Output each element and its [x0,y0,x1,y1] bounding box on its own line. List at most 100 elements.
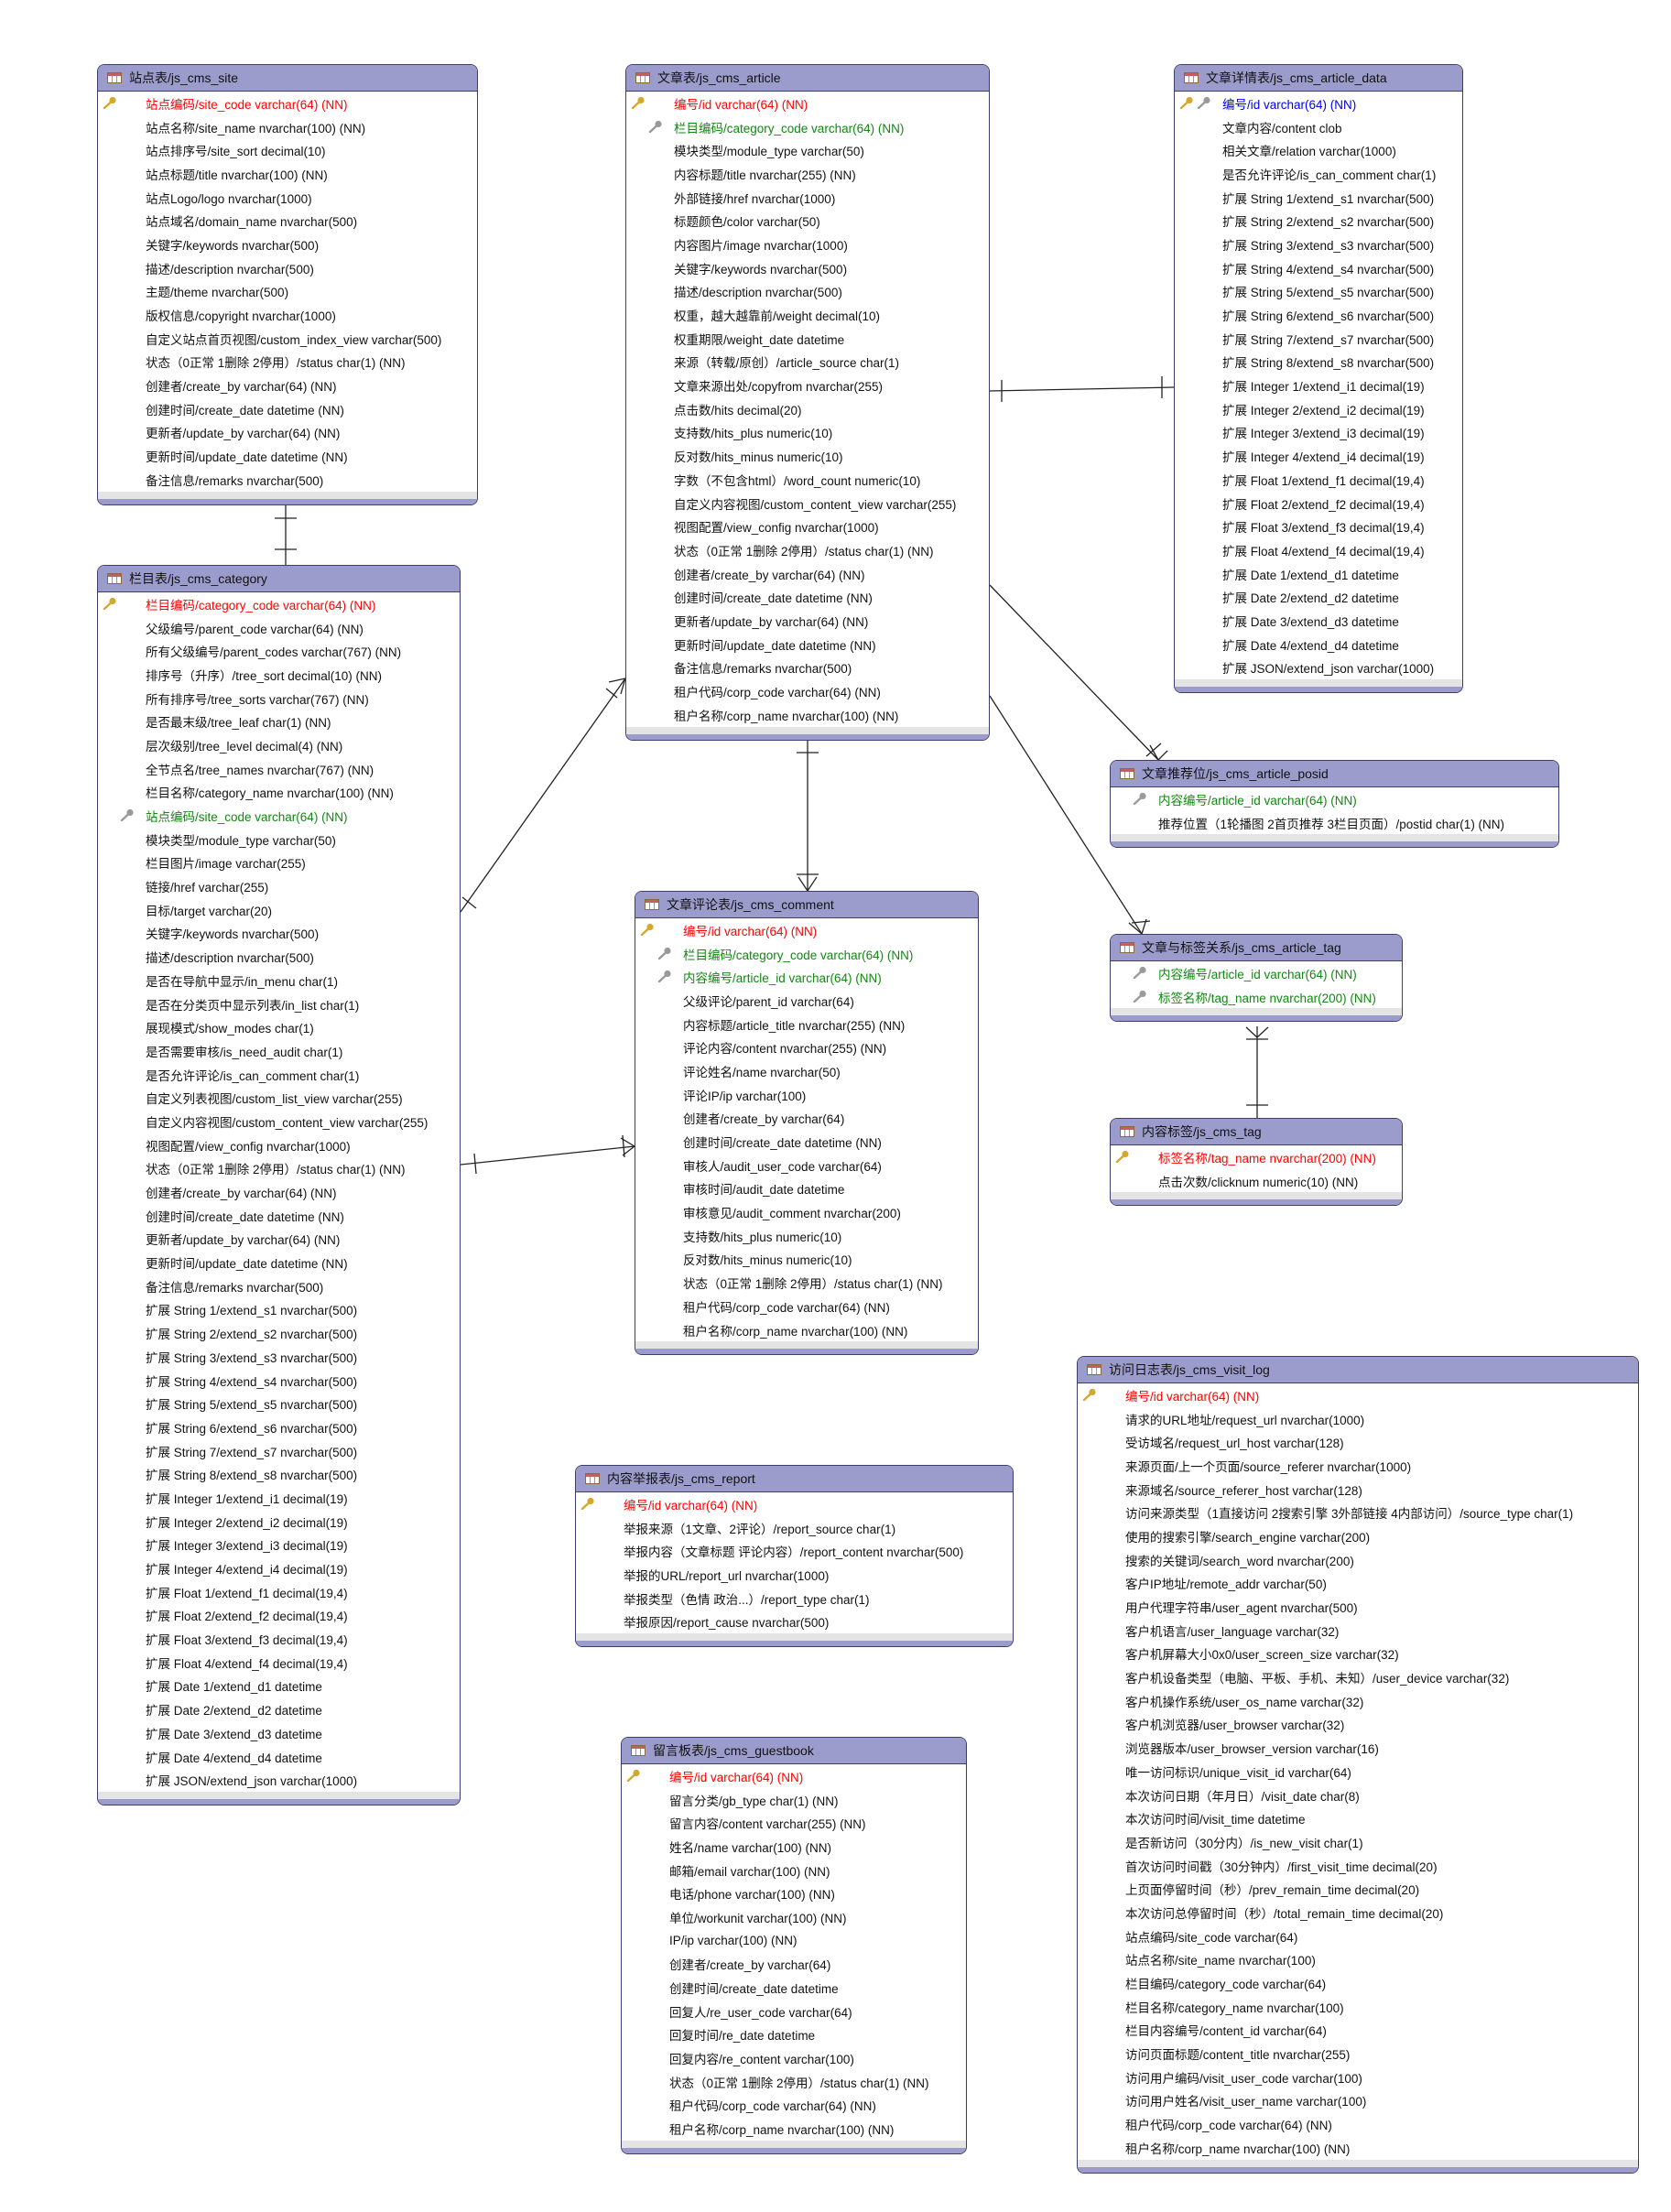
column-row[interactable]: 反对数/hits_minus numeric(10) [635,1248,978,1272]
table-header[interactable]: 内容标签/js_cms_tag [1111,1119,1402,1145]
column-row[interactable]: 唯一访问标识/unique_visit_id varchar(64) [1078,1760,1638,1784]
column-row[interactable]: 客户机语言/user_language varchar(32) [1078,1619,1638,1643]
column-row[interactable]: 创建者/create_by varchar(64) [622,1953,966,1977]
column-row[interactable]: 本次访问时间/visit_time datetime [1078,1806,1638,1830]
column-row[interactable]: 是否在导航中显示/in_menu char(1) [98,969,460,992]
column-row[interactable]: 站点名称/site_name nvarchar(100) [1078,1948,1638,1972]
column-row[interactable]: 栏目编码/category_code varchar(64) (NN) [635,942,978,966]
column-row[interactable]: 自定义站点首页视图/custom_index_view varchar(500) [98,327,477,351]
column-row[interactable]: 租户名称/corp_name nvarchar(100) (NN) [626,703,989,727]
column-row[interactable]: 创建者/create_by varchar(64) (NN) [98,374,477,397]
column-row[interactable]: 回复内容/re_content varchar(100) [622,2046,966,2070]
table-header[interactable]: 访问日志表/js_cms_visit_log [1078,1357,1638,1383]
column-row[interactable]: 扩展 Date 4/extend_d4 datetime [98,1745,460,1769]
column-row[interactable]: 内容编号/article_id varchar(64) (NN) [1111,787,1558,811]
column-row[interactable]: 扩展 String 7/extend_s7 nvarchar(500) [1175,327,1462,351]
column-row[interactable]: 来源（转载/原创）/article_source char(1) [626,351,989,374]
column-row[interactable]: 站点排序号/site_sort decimal(10) [98,138,477,162]
column-row[interactable]: 站点编码/site_code varchar(64) [1078,1925,1638,1948]
column-row[interactable]: 客户机浏览器/user_browser varchar(32) [1078,1713,1638,1737]
column-row[interactable]: 租户名称/corp_name nvarchar(100) (NN) [1078,2136,1638,2160]
column-row[interactable]: 客户IP地址/remote_addr varchar(50) [1078,1572,1638,1596]
column-row[interactable]: 举报的URL/report_url nvarchar(1000) [576,1563,1013,1587]
table-header[interactable]: 文章评论表/js_cms_comment [635,892,978,918]
column-row[interactable]: 展现模式/show_modes char(1) [98,1015,460,1039]
column-row[interactable]: 更新时间/update_date datetime (NN) [98,1251,460,1274]
column-row[interactable]: 扩展 Integer 1/extend_i1 decimal(19) [1175,374,1462,397]
column-row[interactable]: 更新者/update_by varchar(64) (NN) [98,1228,460,1252]
column-row[interactable]: 扩展 Integer 4/extend_i4 decimal(19) [98,1556,460,1580]
column-row[interactable]: 扩展 String 7/extend_s7 nvarchar(500) [98,1439,460,1463]
column-row[interactable]: 使用的搜索引擎/search_engine varchar(200) [1078,1524,1638,1548]
column-row[interactable]: 目标/target varchar(20) [98,898,460,922]
table-header[interactable]: 文章推荐位/js_cms_article_posid [1111,761,1558,787]
column-row[interactable]: 创建时间/create_date datetime (NN) [626,585,989,609]
column-row[interactable]: 栏目名称/category_name nvarchar(100) [1078,1995,1638,2019]
column-row[interactable]: 点击次数/clicknum numeric(10) (NN) [1111,1169,1402,1193]
column-row[interactable]: 创建者/create_by varchar(64) (NN) [626,562,989,586]
column-row[interactable]: 扩展 String 8/extend_s8 nvarchar(500) [98,1462,460,1486]
column-row[interactable]: 扩展 Integer 1/extend_i1 decimal(19) [98,1486,460,1510]
column-row[interactable]: 扩展 Date 3/extend_d3 datetime [1175,609,1462,633]
column-row[interactable]: 编号/id varchar(64) (NN) [622,1764,966,1788]
column-row[interactable]: 是否新访问（30分内）/is_new_visit char(1) [1078,1830,1638,1854]
column-row[interactable]: 创建时间/create_date datetime (NN) [98,397,477,421]
column-row[interactable]: 访问用户姓名/visit_user_name varchar(100) [1078,2089,1638,2113]
column-row[interactable]: 栏目编码/category_code varchar(64) (NN) [98,592,460,616]
column-row[interactable]: 自定义内容视图/custom_content_view varchar(255) [98,1110,460,1133]
column-row[interactable]: 内容编号/article_id varchar(64) (NN) [1111,961,1402,985]
column-row[interactable]: 评论姓名/name nvarchar(50) [635,1059,978,1083]
table-visit-log[interactable]: 访问日志表/js_cms_visit_log 编号/id varchar(64) … [1077,1356,1639,2174]
column-row[interactable]: 父级编号/parent_code varchar(64) (NN) [98,616,460,640]
column-row[interactable]: 标签名称/tag_name nvarchar(200) (NN) [1111,985,1402,1009]
column-row[interactable]: 创建时间/create_date datetime [622,1976,966,2000]
column-row[interactable]: 权重，越大越靠前/weight decimal(10) [626,303,989,327]
column-row[interactable]: 文章来源出处/copyfrom nvarchar(255) [626,374,989,397]
column-row[interactable]: 编号/id varchar(64) (NN) [635,918,978,942]
column-row[interactable]: 扩展 String 2/extend_s2 nvarchar(500) [98,1321,460,1345]
column-row[interactable]: 租户名称/corp_name nvarchar(100) (NN) [622,2117,966,2141]
column-row[interactable]: 扩展 String 1/extend_s1 nvarchar(500) [1175,186,1462,210]
column-row[interactable]: 备注信息/remarks nvarchar(500) [626,656,989,680]
table-header[interactable]: 文章表/js_cms_article [626,65,989,92]
column-row[interactable]: 栏目编码/category_code varchar(64) [1078,1971,1638,1995]
column-row[interactable]: 备注信息/remarks nvarchar(500) [98,468,477,492]
column-row[interactable]: 扩展 Date 1/extend_d1 datetime [98,1675,460,1698]
column-row[interactable]: 扩展 Integer 2/extend_i2 decimal(19) [1175,397,1462,421]
column-row[interactable]: 状态（0正常 1删除 2停用）/status char(1) (NN) [626,538,989,562]
table-category[interactable]: 栏目表/js_cms_category 栏目编码/category_code va… [97,565,461,1806]
column-row[interactable]: 扩展 Date 4/extend_d4 datetime [1175,633,1462,656]
column-row[interactable]: 是否允许评论/is_can_comment char(1) [98,1063,460,1087]
column-row[interactable]: 内容图片/image nvarchar(1000) [626,233,989,256]
table-site[interactable]: 站点表/js_cms_site 站点编码/site_code varchar(64… [97,64,478,505]
column-row[interactable]: 描述/description nvarchar(500) [98,256,477,280]
column-row[interactable]: 自定义内容视图/custom_content_view varchar(255) [626,492,989,515]
column-row[interactable]: 姓名/name varchar(100) (NN) [622,1835,966,1859]
column-row[interactable]: 内容标题/title nvarchar(255) (NN) [626,162,989,186]
column-row[interactable]: 站点名称/site_name nvarchar(100) (NN) [98,115,477,139]
column-row[interactable]: 扩展 Float 1/extend_f1 decimal(19,4) [1175,468,1462,492]
column-row[interactable]: 留言分类/gb_type char(1) (NN) [622,1788,966,1812]
column-row[interactable]: 编号/id varchar(64) (NN) [1175,92,1462,115]
column-row[interactable]: 更新时间/update_date datetime (NN) [98,444,477,468]
column-row[interactable]: 扩展 JSON/extend_json varchar(1000) [1175,656,1462,680]
column-row[interactable]: 创建时间/create_date datetime (NN) [98,1204,460,1228]
column-row[interactable]: 扩展 String 6/extend_s6 nvarchar(500) [98,1415,460,1439]
column-row[interactable]: 反对数/hits_minus numeric(10) [626,444,989,468]
column-row[interactable]: 来源页面/上一个页面/source_referer nvarchar(1000) [1078,1454,1638,1478]
column-row[interactable]: 访问来源类型（1直接访问 2搜索引擎 3外部链接 4内部访问）/source_t… [1078,1501,1638,1524]
table-report[interactable]: 内容举报表/js_cms_report 编号/id varchar(64) (NN… [575,1465,1014,1648]
column-row[interactable]: 全节点名/tree_names nvarchar(767) (NN) [98,757,460,781]
column-row[interactable]: 审核时间/audit_date datetime [635,1177,978,1201]
column-row[interactable]: 举报类型（色情 政治...）/report_type char(1) [576,1587,1013,1610]
column-row[interactable]: 回复人/re_user_code varchar(64) [622,2000,966,2023]
table-comment[interactable]: 文章评论表/js_cms_comment 编号/id varchar(64) (N… [635,891,979,1356]
column-row[interactable]: 举报内容（文章标题 评论内容）/report_content nvarchar(… [576,1539,1013,1563]
table-header[interactable]: 站点表/js_cms_site [98,65,477,92]
column-row[interactable]: 单位/workunit varchar(100) (NN) [622,1905,966,1929]
column-row[interactable]: 所有排序号/tree_sorts varchar(767) (NN) [98,687,460,710]
column-row[interactable]: 状态（0正常 1删除 2停用）/status char(1) (NN) [635,1271,978,1295]
column-row[interactable]: 租户代码/corp_code varchar(64) (NN) [635,1295,978,1318]
column-row[interactable]: 排序号（升序）/tree_sort decimal(10) (NN) [98,663,460,687]
column-row[interactable]: 状态（0正常 1删除 2停用）/status char(1) (NN) [98,351,477,374]
